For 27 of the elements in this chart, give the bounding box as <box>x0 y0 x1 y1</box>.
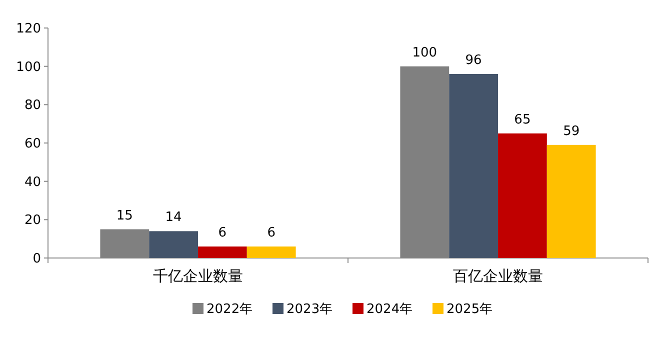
x-tick-label: 百亿企业数量 <box>453 267 543 285</box>
y-tick-label: 100 <box>16 60 41 75</box>
legend-label: 2025年 <box>446 302 493 317</box>
y-tick-label: 60 <box>24 136 41 152</box>
data-label: 6 <box>218 226 227 240</box>
bar <box>198 246 247 258</box>
y-tick-label: 120 <box>16 22 41 36</box>
data-label: 6 <box>267 226 276 240</box>
bar <box>498 133 547 258</box>
y-tick-label: 0 <box>32 252 41 266</box>
bar <box>449 74 498 258</box>
legend-label: 2022年 <box>206 302 253 317</box>
bar <box>246 246 296 258</box>
y-tick-label: 40 <box>24 174 41 190</box>
data-label: 96 <box>465 53 482 68</box>
data-label: 59 <box>563 124 580 139</box>
data-label: 14 <box>165 210 182 226</box>
y-tick-label: 20 <box>24 213 41 228</box>
legend-label: 2023年 <box>286 302 333 317</box>
legend-label: 2024年 <box>366 302 413 317</box>
bar <box>149 231 198 258</box>
x-tick-label: 千亿企业数量 <box>153 267 243 285</box>
data-label: 65 <box>514 112 531 128</box>
data-label: 100 <box>412 45 438 60</box>
bar <box>546 144 596 258</box>
y-tick-label: 80 <box>24 98 41 114</box>
data-label: 15 <box>116 208 133 224</box>
